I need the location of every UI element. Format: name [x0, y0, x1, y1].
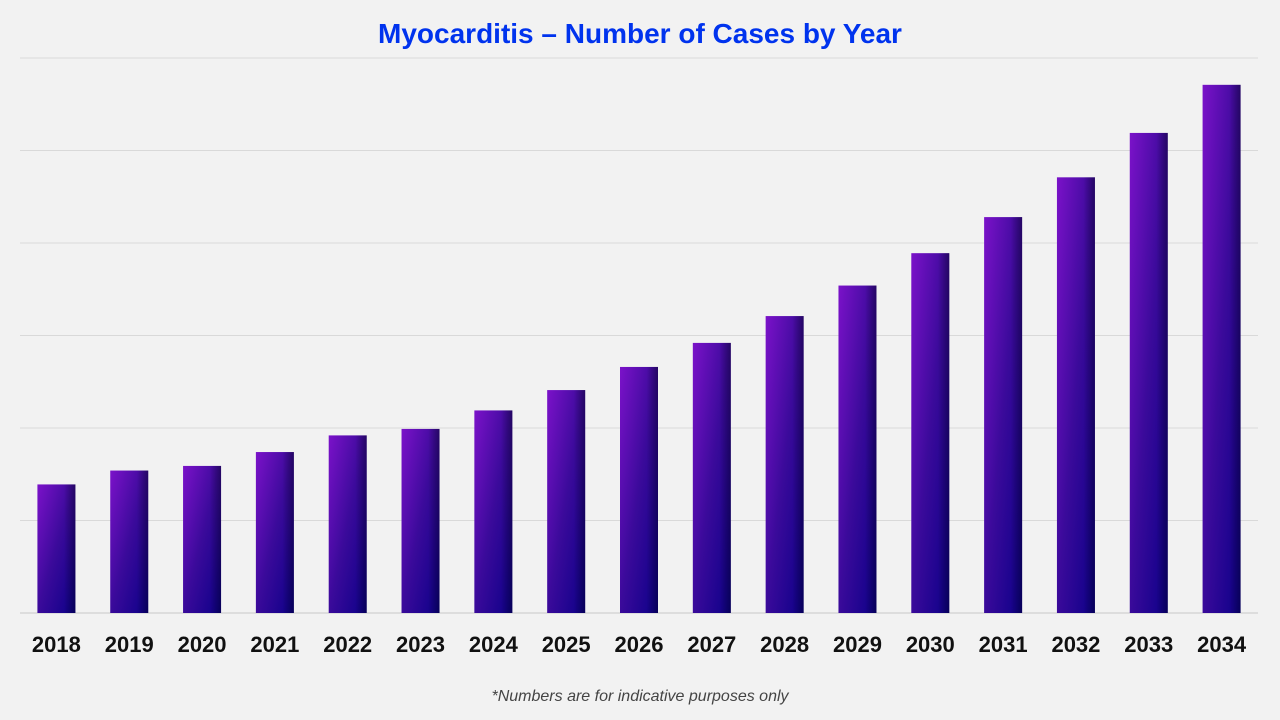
bar-shade: [1202, 84, 1241, 613]
bar-shade: [255, 452, 294, 613]
x-tick-label: 2023: [396, 632, 445, 657]
bar-shade: [110, 470, 149, 613]
x-tick-label: 2028: [760, 632, 809, 657]
x-tick-label: 2033: [1124, 632, 1173, 657]
x-tick-label: 2034: [1197, 632, 1247, 657]
bar-shade: [984, 217, 1023, 613]
x-tick-label: 2019: [105, 632, 154, 657]
x-tick-label: 2025: [542, 632, 591, 657]
bar-shade: [547, 390, 586, 613]
x-tick-label: 2029: [833, 632, 882, 657]
x-tick-label: 2020: [178, 632, 227, 657]
bar-shade: [1129, 132, 1168, 614]
x-tick-label: 2024: [469, 632, 519, 657]
bar-shade: [911, 253, 950, 614]
x-tick-label: 2031: [979, 632, 1028, 657]
bar-shade: [1056, 177, 1095, 613]
x-tick-label: 2018: [32, 632, 81, 657]
x-tick-label: 2027: [687, 632, 736, 657]
x-tick-label: 2026: [615, 632, 664, 657]
bar-shade: [401, 428, 440, 613]
x-tick-label: 2030: [906, 632, 955, 657]
bar-shade: [328, 435, 367, 613]
bar-shade: [692, 342, 731, 613]
bar-shade: [838, 285, 877, 613]
x-tick-label: 2021: [250, 632, 299, 657]
footnote: *Numbers are for indicative purposes onl…: [491, 688, 789, 705]
bar-shade: [620, 366, 658, 613]
bar-shade: [765, 316, 804, 613]
bar-shade: [37, 484, 76, 613]
bar-shade: [183, 465, 222, 613]
bar-shade: [474, 410, 513, 613]
chart-title: Myocarditis – Number of Cases by Year: [378, 18, 902, 49]
x-tick-label: 2022: [323, 632, 372, 657]
x-tick-label: 2032: [1051, 632, 1100, 657]
